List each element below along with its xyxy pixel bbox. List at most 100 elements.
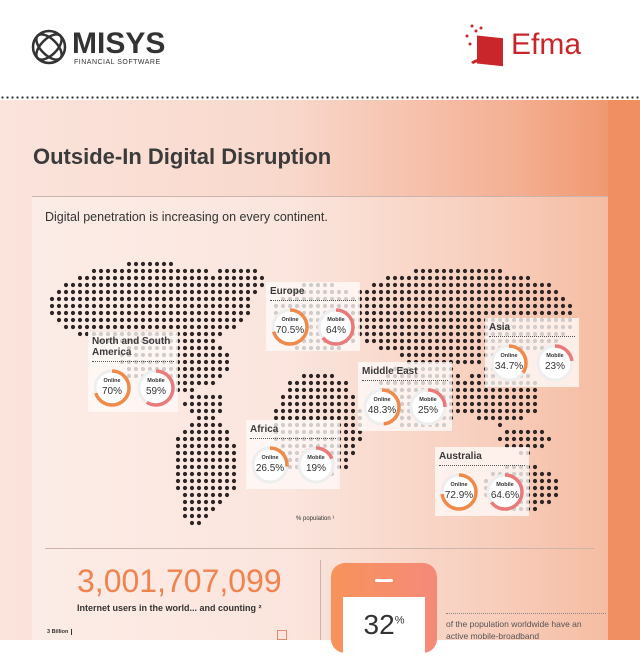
map-dot	[420, 282, 426, 288]
map-dot	[182, 464, 188, 470]
map-dot	[441, 310, 447, 316]
map-dot	[217, 422, 223, 428]
map-dot	[322, 415, 328, 421]
map-dot	[238, 310, 244, 316]
map-dot	[217, 499, 223, 505]
map-dot	[245, 268, 251, 274]
map-dot	[462, 317, 468, 323]
map-dot	[371, 338, 377, 344]
map-dot	[70, 303, 76, 309]
map-dot	[77, 303, 83, 309]
map-dot	[441, 289, 447, 295]
map-dot	[350, 436, 356, 442]
map-dot	[518, 429, 524, 435]
map-dot	[203, 492, 209, 498]
map-dot	[392, 345, 398, 351]
map-dot	[182, 506, 188, 512]
map-dot	[238, 275, 244, 281]
map-dot	[490, 408, 496, 414]
map-dot	[301, 373, 307, 379]
map-dot	[476, 359, 482, 365]
map-dot	[189, 373, 195, 379]
map-dot	[189, 275, 195, 281]
map-dot	[329, 373, 335, 379]
map-dot	[175, 443, 181, 449]
map-dot	[224, 366, 230, 372]
map-dot	[119, 289, 125, 295]
online-donut: Online 26.5%	[250, 445, 290, 485]
map-dot	[462, 331, 468, 337]
map-dot	[392, 282, 398, 288]
map-dot	[483, 282, 489, 288]
map-dot	[231, 289, 237, 295]
map-dot	[490, 303, 496, 309]
map-dot	[294, 408, 300, 414]
map-dot	[189, 324, 195, 330]
map-dot	[553, 303, 559, 309]
map-dot	[434, 352, 440, 358]
map-dot	[434, 345, 440, 351]
map-dot	[231, 303, 237, 309]
map-dot	[98, 317, 104, 323]
map-dot	[189, 436, 195, 442]
map-dot	[217, 310, 223, 316]
map-dot	[455, 296, 461, 302]
map-dot	[210, 429, 216, 435]
map-dot	[483, 394, 489, 400]
map-dot	[196, 380, 202, 386]
map-dot	[231, 485, 237, 491]
map-dot	[546, 471, 552, 477]
map-dot	[469, 289, 475, 295]
map-dot	[56, 296, 62, 302]
map-dot	[350, 450, 356, 456]
map-dot	[189, 338, 195, 344]
map-dot	[497, 268, 503, 274]
map-dot	[308, 387, 314, 393]
map-dot	[525, 282, 531, 288]
map-dot	[168, 317, 174, 323]
map-dot	[105, 268, 111, 274]
map-dot	[217, 268, 223, 274]
map-dot	[525, 303, 531, 309]
online-donut: Online 48.3%	[362, 387, 402, 427]
map-dot	[546, 289, 552, 295]
map-dot	[210, 485, 216, 491]
map-dot	[476, 310, 482, 316]
online-donut: Online 70%	[92, 368, 131, 408]
map-dot	[210, 457, 216, 463]
map-dot	[189, 394, 195, 400]
map-dot	[441, 275, 447, 281]
map-dot	[224, 436, 230, 442]
map-dot	[420, 345, 426, 351]
map-dot	[210, 506, 216, 512]
map-dot	[196, 373, 202, 379]
map-dot	[490, 268, 496, 274]
map-dot	[161, 282, 167, 288]
map-dot	[434, 331, 440, 337]
map-dot	[399, 282, 405, 288]
map-dot	[105, 296, 111, 302]
map-dot	[455, 408, 461, 414]
map-dot	[371, 331, 377, 337]
map-dot	[210, 499, 216, 505]
map-dot	[525, 401, 531, 407]
map-dot	[532, 436, 538, 442]
map-dot	[168, 303, 174, 309]
map-dot	[385, 331, 391, 337]
map-dot	[441, 331, 447, 337]
map-dot	[217, 478, 223, 484]
map-dot	[392, 289, 398, 295]
map-dot	[49, 296, 55, 302]
map-dot	[203, 380, 209, 386]
map-dot	[392, 310, 398, 316]
map-dot	[154, 296, 160, 302]
map-dot	[511, 310, 517, 316]
map-dot	[210, 401, 216, 407]
map-dot	[350, 401, 356, 407]
mobile-arc	[536, 344, 574, 382]
subtitle: Digital penetration is increasing on eve…	[45, 210, 328, 224]
map-dot	[189, 464, 195, 470]
map-dot	[483, 401, 489, 407]
map-dot	[182, 317, 188, 323]
vertical-divider	[320, 560, 321, 640]
